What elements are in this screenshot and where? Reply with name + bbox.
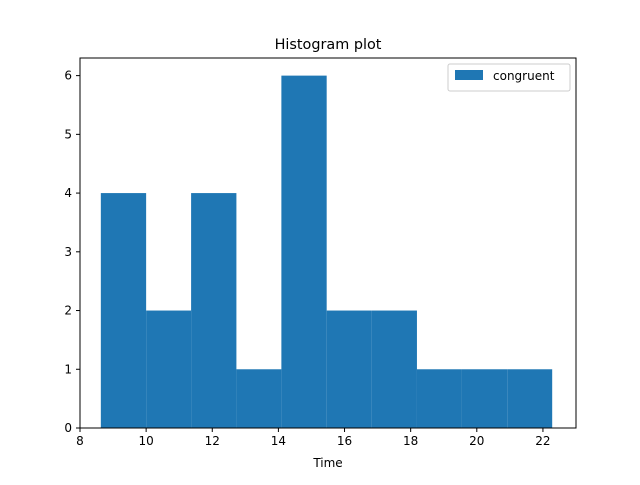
plot-frame bbox=[79, 57, 577, 429]
legend-swatch bbox=[455, 70, 483, 80]
histogram-bar bbox=[507, 369, 553, 428]
bars-group bbox=[100, 75, 553, 428]
y-tick-label: 1 bbox=[64, 362, 72, 376]
y-tick-label: 6 bbox=[64, 69, 72, 83]
y-tick-label: 4 bbox=[64, 186, 72, 200]
y-axis-ticks: 0 1 2 3 4 5 6 bbox=[64, 69, 80, 435]
x-axis-label: Time bbox=[312, 456, 342, 470]
x-tick-label: 10 bbox=[138, 434, 153, 448]
histogram-bar bbox=[146, 310, 192, 428]
legend-label: congruent bbox=[493, 69, 555, 83]
x-tick-label: 16 bbox=[337, 434, 352, 448]
x-tick-label: 18 bbox=[403, 434, 418, 448]
x-tick-label: 22 bbox=[535, 434, 550, 448]
histogram-bar bbox=[326, 310, 372, 428]
histogram-bar bbox=[191, 193, 237, 428]
x-axis-ticks: 8 10 12 14 16 18 20 22 bbox=[76, 428, 551, 448]
y-tick-label: 2 bbox=[64, 304, 72, 318]
histogram-bar bbox=[371, 310, 417, 428]
histogram-bar bbox=[416, 369, 462, 428]
histogram-bar bbox=[100, 193, 147, 428]
x-tick-label: 8 bbox=[76, 434, 84, 448]
y-tick-label: 0 bbox=[64, 421, 72, 435]
histogram-bar bbox=[236, 369, 282, 428]
chart-title: Histogram plot bbox=[275, 37, 382, 53]
y-tick-label: 3 bbox=[64, 245, 72, 259]
histogram-bar bbox=[281, 75, 327, 428]
x-tick-label: 14 bbox=[271, 434, 286, 448]
x-tick-label: 20 bbox=[469, 434, 484, 448]
legend: congruent bbox=[447, 63, 571, 92]
x-tick-label: 12 bbox=[205, 434, 220, 448]
y-tick-label: 5 bbox=[64, 127, 72, 141]
histogram-bar bbox=[461, 369, 508, 428]
